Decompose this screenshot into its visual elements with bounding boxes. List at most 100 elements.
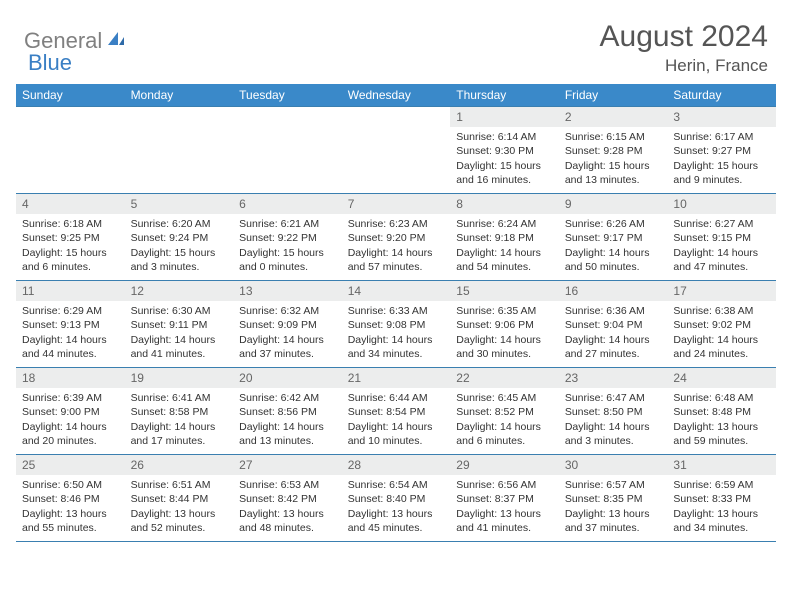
day-number: 28 (342, 455, 451, 475)
day-cell: 8Sunrise: 6:24 AMSunset: 9:18 PMDaylight… (450, 194, 559, 280)
daylight-line1: Daylight: 15 hours (22, 246, 119, 260)
day-body: Sunrise: 6:38 AMSunset: 9:02 PMDaylight:… (667, 301, 776, 365)
day-body: Sunrise: 6:54 AMSunset: 8:40 PMDaylight:… (342, 475, 451, 539)
sunrise-text: Sunrise: 6:50 AM (22, 478, 119, 492)
day-number: 6 (233, 194, 342, 214)
day-cell (233, 107, 342, 193)
sunrise-text: Sunrise: 6:53 AM (239, 478, 336, 492)
sunset-text: Sunset: 9:18 PM (456, 231, 553, 245)
day-body: Sunrise: 6:45 AMSunset: 8:52 PMDaylight:… (450, 388, 559, 452)
daylight-line1: Daylight: 15 hours (131, 246, 228, 260)
daylight-line2: and 37 minutes. (239, 347, 336, 361)
day-cell: 6Sunrise: 6:21 AMSunset: 9:22 PMDaylight… (233, 194, 342, 280)
day-number: 16 (559, 281, 668, 301)
sunset-text: Sunset: 9:09 PM (239, 318, 336, 332)
sunset-text: Sunset: 8:42 PM (239, 492, 336, 506)
sunrise-text: Sunrise: 6:32 AM (239, 304, 336, 318)
sunset-text: Sunset: 9:30 PM (456, 144, 553, 158)
day-cell: 14Sunrise: 6:33 AMSunset: 9:08 PMDayligh… (342, 281, 451, 367)
day-number: 17 (667, 281, 776, 301)
day-cell: 9Sunrise: 6:26 AMSunset: 9:17 PMDaylight… (559, 194, 668, 280)
week-row: 25Sunrise: 6:50 AMSunset: 8:46 PMDayligh… (16, 454, 776, 541)
day-body: Sunrise: 6:53 AMSunset: 8:42 PMDaylight:… (233, 475, 342, 539)
day-cell: 30 Sunrise: 6:57 AMSunset: 8:35 PMDayligh… (559, 455, 668, 541)
daylight-line2: and 6 minutes. (22, 260, 119, 274)
day-body: Sunrise: 6:59 AMSunset: 8:33 PMDaylight:… (667, 475, 776, 539)
day-cell: 10Sunrise: 6:27 AMSunset: 9:15 PMDayligh… (667, 194, 776, 280)
daylight-line1: Daylight: 13 hours (348, 507, 445, 521)
sunset-text: Sunset: 9:02 PM (673, 318, 770, 332)
day-cell: 11Sunrise: 6:29 AMSunset: 9:13 PMDayligh… (16, 281, 125, 367)
daylight-line2: and 34 minutes. (673, 521, 770, 535)
day-number: 4 (16, 194, 125, 214)
dow-sunday: Sunday (16, 84, 125, 106)
day-cell: 21Sunrise: 6:44 AMSunset: 8:54 PMDayligh… (342, 368, 451, 454)
daylight-line1: Daylight: 13 hours (565, 507, 662, 521)
day-number: 10 (667, 194, 776, 214)
daylight-line2: and 3 minutes. (131, 260, 228, 274)
day-body: Sunrise: 6:33 AMSunset: 9:08 PMDaylight:… (342, 301, 451, 365)
daylight-line2: and 3 minutes. (565, 434, 662, 448)
day-number: 26 (125, 455, 234, 475)
day-cell (16, 107, 125, 193)
daylight-line1: Daylight: 14 hours (456, 333, 553, 347)
daylight-line2: and 50 minutes. (565, 260, 662, 274)
day-cell: 7Sunrise: 6:23 AMSunset: 9:20 PMDaylight… (342, 194, 451, 280)
sunset-text: Sunset: 9:08 PM (348, 318, 445, 332)
day-body: Sunrise: 6:21 AMSunset: 9:22 PMDaylight:… (233, 214, 342, 278)
day-number: 11 (16, 281, 125, 301)
day-number: 19 (125, 368, 234, 388)
day-body: Sunrise: 6:30 AMSunset: 9:11 PMDaylight:… (125, 301, 234, 365)
day-cell: 1Sunrise: 6:14 AMSunset: 9:30 PMDaylight… (450, 107, 559, 193)
day-number: 18 (16, 368, 125, 388)
month-title: August 2024 (600, 20, 768, 54)
week-row: 4Sunrise: 6:18 AMSunset: 9:25 PMDaylight… (16, 193, 776, 280)
daylight-line2: and 13 minutes. (565, 173, 662, 187)
day-number: 7 (342, 194, 451, 214)
day-cell: 17Sunrise: 6:38 AMSunset: 9:02 PMDayligh… (667, 281, 776, 367)
daylight-line2: and 0 minutes. (239, 260, 336, 274)
sunrise-text: Sunrise: 6:39 AM (22, 391, 119, 405)
sunrise-text: Sunrise: 6:15 AM (565, 130, 662, 144)
sunset-text: Sunset: 9:24 PM (131, 231, 228, 245)
day-body: Sunrise: 6:23 AMSunset: 9:20 PMDaylight:… (342, 214, 451, 278)
sunrise-text: Sunrise: 6:21 AM (239, 217, 336, 231)
day-number: 5 (125, 194, 234, 214)
sunrise-text: Sunrise: 6:27 AM (673, 217, 770, 231)
day-cell: 20Sunrise: 6:42 AMSunset: 8:56 PMDayligh… (233, 368, 342, 454)
day-cell: 5Sunrise: 6:20 AMSunset: 9:24 PMDaylight… (125, 194, 234, 280)
daylight-line2: and 44 minutes. (22, 347, 119, 361)
daylight-line1: Daylight: 14 hours (22, 420, 119, 434)
daylight-line2: and 30 minutes. (456, 347, 553, 361)
sunrise-text: Sunrise: 6:57 AM (565, 478, 662, 492)
sunrise-text: Sunrise: 6:24 AM (456, 217, 553, 231)
sunrise-text: Sunrise: 6:38 AM (673, 304, 770, 318)
daylight-line1: Daylight: 14 hours (565, 333, 662, 347)
day-cell (125, 107, 234, 193)
day-number: 13 (233, 281, 342, 301)
sunset-text: Sunset: 9:13 PM (22, 318, 119, 332)
day-cell: 23Sunrise: 6:47 AMSunset: 8:50 PMDayligh… (559, 368, 668, 454)
header: General August 2024 Herin, France (0, 0, 792, 84)
day-body: Sunrise: 6:17 AMSunset: 9:27 PMDaylight:… (667, 127, 776, 191)
day-number: 30 (559, 455, 668, 475)
daylight-line1: Daylight: 13 hours (22, 507, 119, 521)
sunset-text: Sunset: 8:33 PM (673, 492, 770, 506)
daylight-line2: and 59 minutes. (673, 434, 770, 448)
daylight-line2: and 55 minutes. (22, 521, 119, 535)
day-body: Sunrise: 6:39 AMSunset: 9:00 PMDaylight:… (16, 388, 125, 452)
day-cell: 4Sunrise: 6:18 AMSunset: 9:25 PMDaylight… (16, 194, 125, 280)
day-number: 9 (559, 194, 668, 214)
daylight-line1: Daylight: 13 hours (456, 507, 553, 521)
sunset-text: Sunset: 8:35 PM (565, 492, 662, 506)
sunrise-text: Sunrise: 6:44 AM (348, 391, 445, 405)
daylight-line2: and 27 minutes. (565, 347, 662, 361)
daylight-line1: Daylight: 15 hours (565, 159, 662, 173)
sunrise-text: Sunrise: 6:30 AM (131, 304, 228, 318)
daylight-line1: Daylight: 15 hours (456, 159, 553, 173)
day-number: 14 (342, 281, 451, 301)
daylight-line2: and 13 minutes. (239, 434, 336, 448)
sunrise-text: Sunrise: 6:59 AM (673, 478, 770, 492)
sunrise-text: Sunrise: 6:41 AM (131, 391, 228, 405)
sunrise-text: Sunrise: 6:51 AM (131, 478, 228, 492)
